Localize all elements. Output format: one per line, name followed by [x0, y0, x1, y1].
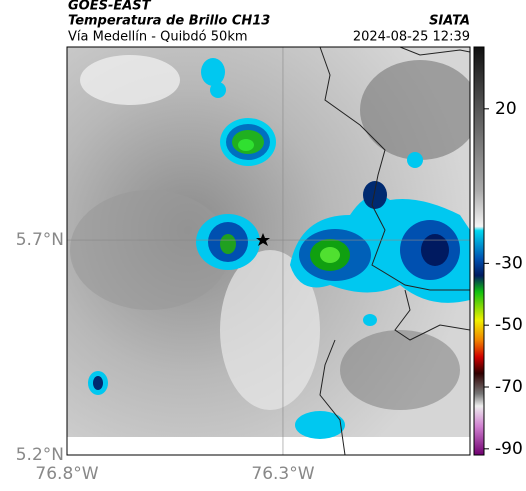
colorbar-tick-label: -50 — [495, 315, 523, 335]
product: Temperatura de Brillo CH13 — [68, 14, 270, 29]
x-tick-label: 76.8°W — [35, 464, 98, 484]
map-frame — [66, 46, 471, 456]
route: Vía Medellín - Quibdó 50km — [68, 30, 248, 45]
y-tick-label: 5.2°N — [16, 445, 64, 465]
imagery — [67, 47, 470, 455]
colorbar-tick-label: -90 — [495, 439, 523, 459]
location-star — [256, 233, 270, 246]
colorbar-tick-label: -30 — [495, 253, 523, 273]
satellite: GOES-EAST — [68, 0, 152, 14]
colorbar — [473, 46, 485, 456]
y-tick-label: 5.7°N — [16, 230, 64, 250]
x-tick-label: 76.3°W — [251, 464, 314, 484]
datetime: 2024-08-25 12:39 — [353, 30, 470, 45]
colorbar-tick-label: 20 — [495, 99, 517, 119]
colorbar-tick-label: -70 — [495, 377, 523, 397]
source: SIATA — [429, 14, 470, 29]
